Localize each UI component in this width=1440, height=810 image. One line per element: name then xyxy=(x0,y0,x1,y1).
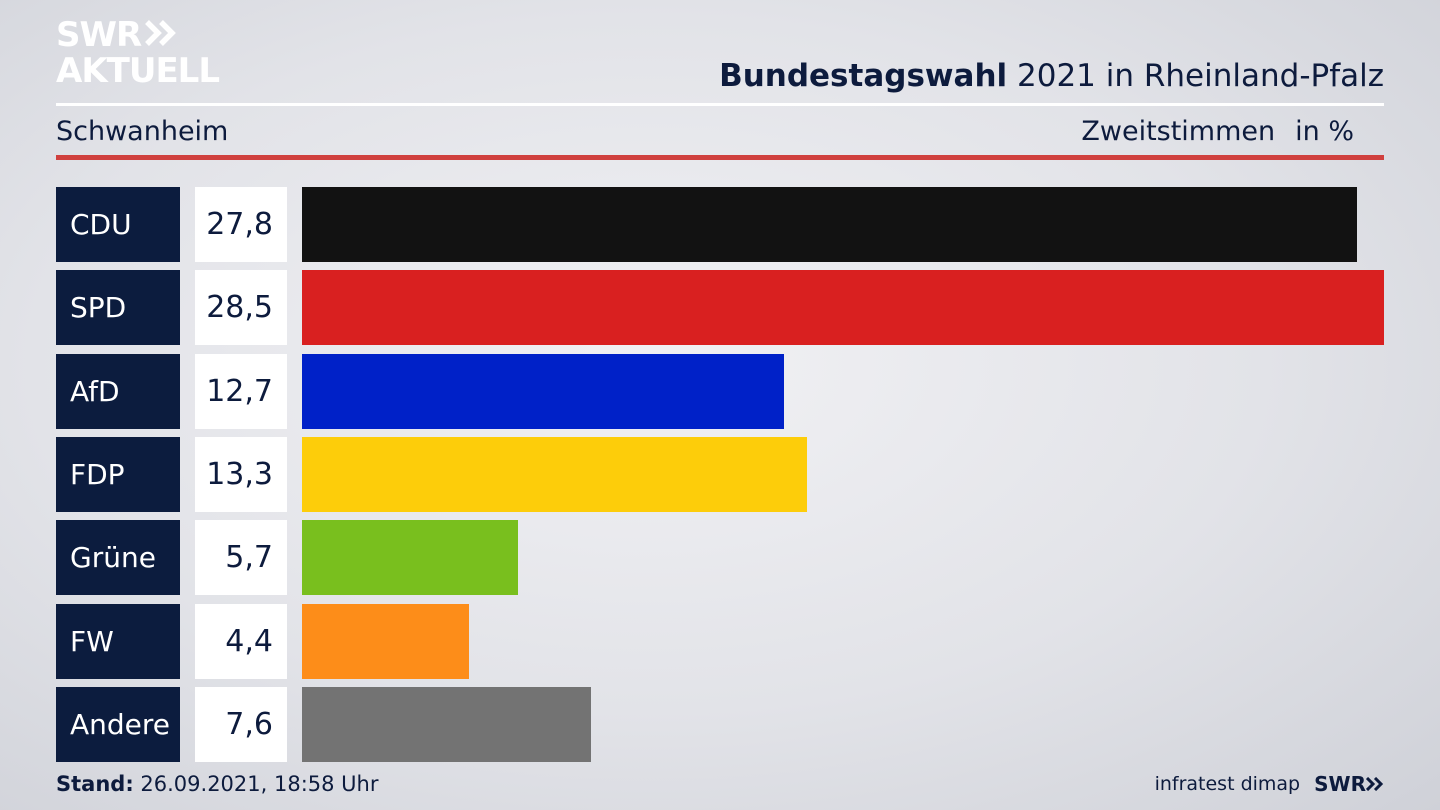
party-label: AfD xyxy=(56,353,180,429)
value-label: 27,8 xyxy=(195,187,287,262)
source-label: infratest dimap xyxy=(1154,773,1301,795)
party-label: CDU xyxy=(56,187,180,262)
title-bold: Bundestagswahl xyxy=(719,58,1008,94)
party-label: Andere xyxy=(56,686,180,762)
swr-aktuell-logo: SWR AKTUELL xyxy=(56,15,220,91)
bar-row-fdp: FDP 13,3 xyxy=(56,436,1384,512)
bar-row-grüne: Grüne 5,7 xyxy=(56,520,1384,596)
value-label: 28,5 xyxy=(195,270,287,346)
bar-row-andere: Andere 7,6 xyxy=(56,686,1384,762)
logo-text-aktuell: AKTUELL xyxy=(56,51,220,91)
value-label: 4,4 xyxy=(195,603,287,679)
metric-unit: in % xyxy=(1295,116,1354,147)
swr-brand-text: SWR xyxy=(1314,772,1366,796)
party-label: FDP xyxy=(56,436,180,512)
metric-name: Zweitstimmen xyxy=(1081,116,1276,147)
header-divider xyxy=(56,103,1384,106)
bar-row-fw: FW 4,4 xyxy=(56,603,1384,679)
bar-row-spd: SPD 28,5 xyxy=(56,270,1384,346)
logo-text-swr: SWR xyxy=(56,15,142,55)
bar xyxy=(302,520,518,596)
double-chevron-icon xyxy=(1365,772,1384,796)
page-title: Bundestagswahl 2021 in Rheinland-Pfalz xyxy=(719,58,1384,94)
value-label: 7,6 xyxy=(195,686,287,762)
stand-value: 26.09.2021, 18:58 Uhr xyxy=(133,772,379,796)
bar xyxy=(302,436,807,512)
bar xyxy=(302,603,469,679)
bar-row-cdu: CDU 27,8 xyxy=(56,187,1384,262)
region-label: Schwanheim xyxy=(56,116,229,147)
value-label: 12,7 xyxy=(195,353,287,429)
bar xyxy=(302,270,1384,346)
footer-credits: infratest dimap SWR xyxy=(1155,772,1384,796)
swr-brand: SWR xyxy=(1314,772,1384,796)
accent-divider xyxy=(56,155,1384,160)
party-label: SPD xyxy=(56,270,180,346)
value-label: 13,3 xyxy=(195,436,287,512)
bar-chart: CDU 27,8 SPD 28,5 AfD 12,7 FDP 13,3 Grüne 5,7 FW 4,… xyxy=(56,187,1384,762)
bar-row-afd: AfD 12,7 xyxy=(56,353,1384,429)
party-label: FW xyxy=(56,603,180,679)
double-chevron-icon xyxy=(145,18,179,52)
bar xyxy=(302,187,1357,262)
party-label: Grüne xyxy=(56,520,180,596)
timestamp: Stand: 26.09.2021, 18:58 Uhr xyxy=(56,772,379,796)
value-label: 5,7 xyxy=(195,520,287,596)
title-rest: 2021 in Rheinland-Pfalz xyxy=(1007,58,1384,94)
bar xyxy=(302,686,591,762)
stand-label: Stand: xyxy=(56,772,134,796)
metric-label: Zweitstimmen in % xyxy=(1081,116,1354,147)
bar xyxy=(302,353,784,429)
